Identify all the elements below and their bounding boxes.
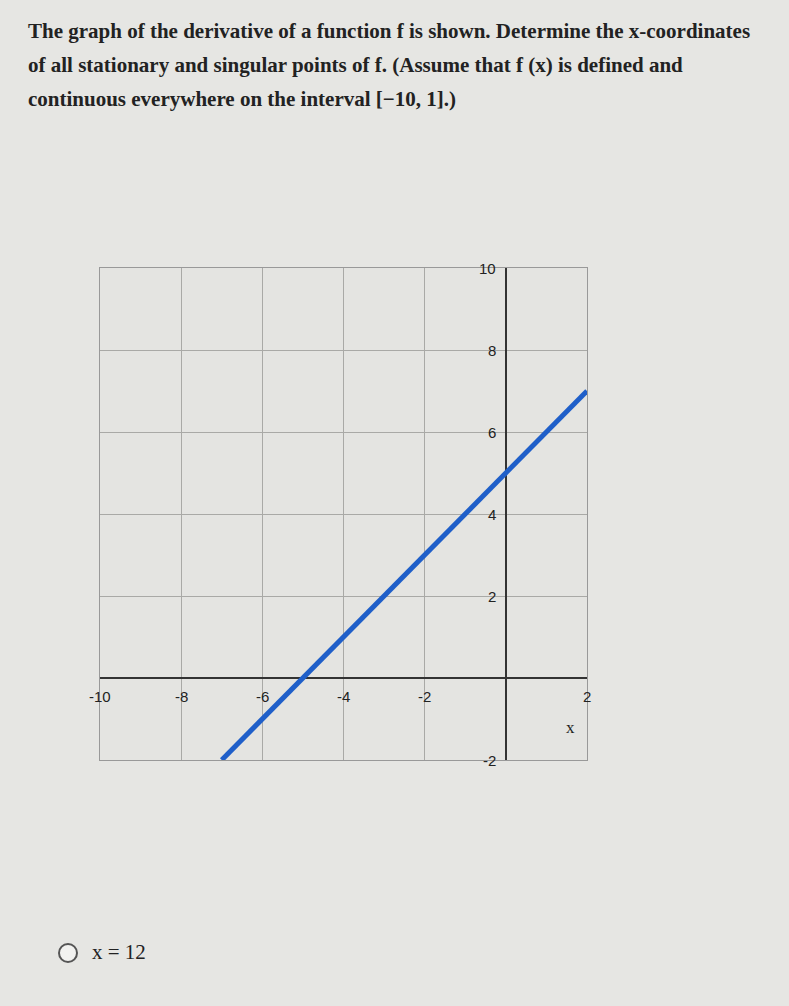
svg-text:8: 8 [488, 342, 496, 359]
svg-text:-4: -4 [337, 688, 350, 705]
svg-text:10: 10 [479, 260, 496, 277]
svg-text:6: 6 [488, 424, 496, 441]
svg-text:-2: -2 [483, 752, 496, 769]
svg-text:2: 2 [583, 688, 591, 705]
svg-text:-2: -2 [418, 688, 431, 705]
svg-text:2: 2 [488, 588, 496, 605]
html-text:x = 12: x = 12 [92, 940, 146, 964]
svg-text:-6: -6 [256, 688, 269, 705]
svg-text:x: x [566, 718, 575, 737]
svg-text:4: 4 [488, 506, 496, 523]
html-text:The graph of the derivative of: The graph of the derivative of a functio… [28, 19, 751, 111]
svg-text:-8: -8 [175, 688, 188, 705]
svg-text:-10: -10 [89, 688, 111, 705]
